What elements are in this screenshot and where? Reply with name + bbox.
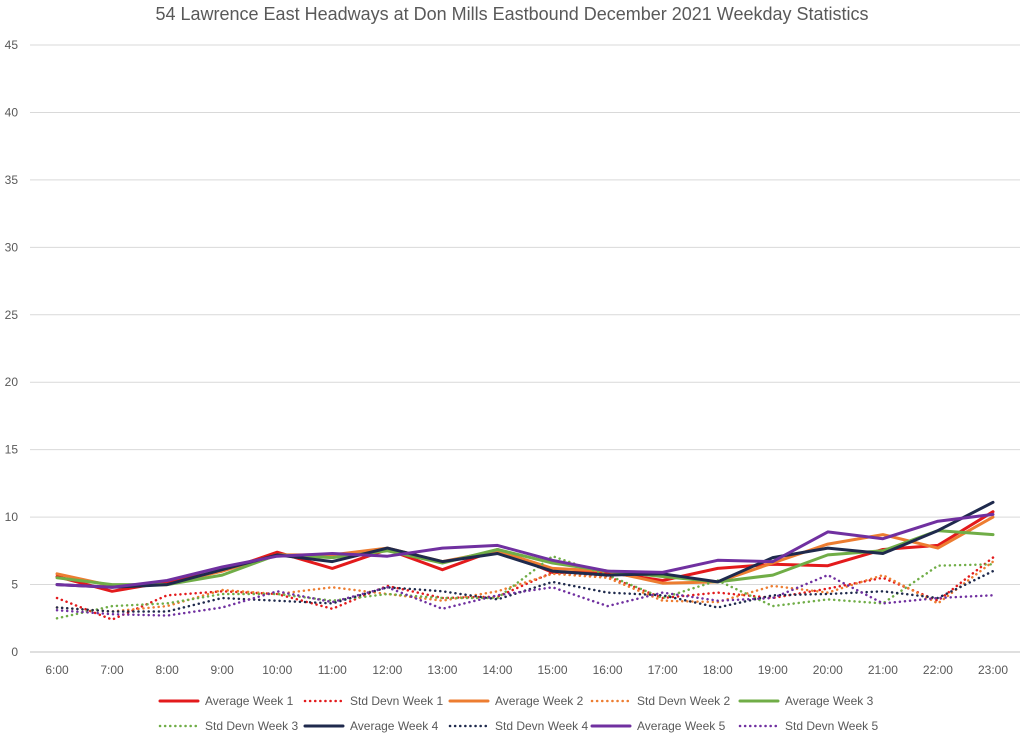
series-line-average-week-4 (55, 500, 995, 589)
x-tick-label: 13:00 (427, 663, 457, 677)
legend-item: Average Week 3 (738, 694, 874, 708)
legend-item: Average Week 4 (303, 719, 439, 733)
legend-label: Std Devn Week 5 (785, 719, 878, 733)
legend-label: Std Devn Week 4 (495, 719, 588, 733)
x-tick-label: 10:00 (262, 663, 292, 677)
y-tick-label: 40 (5, 105, 19, 119)
x-tick-label: 21:00 (868, 663, 898, 677)
x-tick-label: 8:00 (155, 663, 179, 677)
legend-item: Average Week 1 (158, 694, 294, 708)
series-line-std-devn-week-2 (55, 560, 995, 613)
y-tick-label: 25 (5, 308, 19, 322)
x-tick-label: 9:00 (210, 663, 234, 677)
legend-item: Std Devn Week 2 (590, 694, 730, 708)
x-tick-label: 6:00 (45, 663, 69, 677)
x-tick-label: 23:00 (978, 663, 1008, 677)
y-tick-label: 15 (5, 443, 19, 457)
chart-title: 54 Lawrence East Headways at Don Mills E… (155, 4, 869, 24)
legend-item: Std Devn Week 5 (738, 719, 878, 733)
y-tick-label: 35 (5, 173, 19, 187)
x-tick-label: 18:00 (703, 663, 733, 677)
series-line-std-devn-week-3 (55, 554, 995, 620)
series-line-average-week-5 (55, 512, 995, 589)
series-line-std-devn-week-5 (55, 573, 995, 617)
x-tick-label: 20:00 (813, 663, 843, 677)
legend-label: Average Week 1 (205, 694, 294, 708)
y-tick-label: 5 (11, 578, 18, 592)
y-tick-label: 30 (5, 240, 19, 254)
legend-item: Std Devn Week 3 (158, 719, 298, 733)
legend-item: Std Devn Week 1 (303, 694, 443, 708)
y-tick-label: 0 (11, 645, 18, 659)
legend-label: Average Week 2 (495, 694, 584, 708)
x-tick-label: 16:00 (593, 663, 623, 677)
x-tick-label: 15:00 (538, 663, 568, 677)
y-tick-label: 45 (5, 38, 19, 52)
x-tick-label: 12:00 (372, 663, 402, 677)
y-tick-label: 10 (5, 510, 19, 524)
legend-label: Std Devn Week 3 (205, 719, 298, 733)
legend: Average Week 1 Std Devn Week 1 Average Wee… (158, 694, 878, 733)
legend-item: Average Week 5 (590, 719, 726, 733)
legend-item: Std Devn Week 4 (448, 719, 588, 733)
x-axis-ticks: 6:00 7:00 8:00 9:00 10:00 11:00 12:00 13:00 14:0… (45, 663, 1008, 677)
x-tick-label: 22:00 (923, 663, 953, 677)
x-tick-label: 17:00 (648, 663, 678, 677)
series-line-average-week-3 (55, 529, 995, 587)
x-tick-label: 14:00 (482, 663, 512, 677)
x-tick-label: 19:00 (758, 663, 788, 677)
legend-label: Std Devn Week 2 (637, 694, 730, 708)
legend-label: Std Devn Week 1 (350, 694, 443, 708)
legend-label: Average Week 4 (350, 719, 439, 733)
legend-label: Average Week 5 (637, 719, 726, 733)
x-tick-label: 11:00 (318, 663, 347, 677)
gridlines (30, 44, 1020, 653)
legend-label: Average Week 3 (785, 694, 874, 708)
legend-item: Average Week 2 (448, 694, 584, 708)
series-lines (55, 500, 995, 621)
y-axis-ticks: 0 5 10 15 20 25 30 35 40 45 (5, 38, 19, 659)
x-tick-label: 7:00 (100, 663, 124, 677)
y-tick-label: 20 (5, 375, 19, 389)
